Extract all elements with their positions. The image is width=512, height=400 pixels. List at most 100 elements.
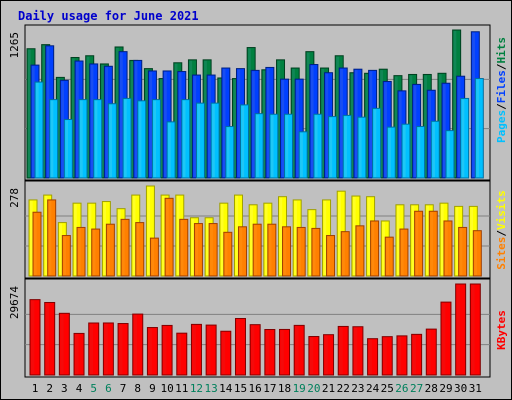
day-tick-label: 24 <box>366 382 380 395</box>
bar-highlight <box>134 61 138 177</box>
bar-sites <box>208 223 218 277</box>
bar-kbytes <box>132 313 144 376</box>
day-tick-label: 31 <box>469 382 482 395</box>
bar-sites <box>311 227 321 277</box>
bar-sites <box>120 218 130 277</box>
bar-kbytes <box>352 326 364 376</box>
bar-sites <box>414 210 424 277</box>
bar-highlight <box>149 71 153 177</box>
bar-highlight <box>476 79 479 177</box>
bar-highlight <box>344 116 347 177</box>
bar-highlight <box>145 69 149 177</box>
bar-highlight <box>369 71 373 177</box>
bar-highlight <box>383 337 387 374</box>
legend-part: Files <box>495 70 508 103</box>
bar-highlight <box>397 336 402 374</box>
day-tick-label: 21 <box>322 382 335 395</box>
bar-highlight <box>295 326 299 374</box>
bar-highlight <box>352 197 356 275</box>
bar-highlight <box>192 325 196 374</box>
bar-sites <box>149 237 159 277</box>
bar-highlight <box>281 80 285 177</box>
bar-highlight <box>306 52 310 177</box>
bar-highlight <box>59 223 63 275</box>
bar-pages <box>474 78 484 179</box>
bar-kbytes <box>176 332 188 376</box>
bar-highlight <box>441 303 446 374</box>
bar-sites <box>47 199 57 277</box>
bar-pages <box>63 119 73 179</box>
bar-sites <box>76 226 86 277</box>
bar-highlight <box>430 212 433 275</box>
bar-sites <box>384 236 394 277</box>
bar-kbytes <box>279 328 291 376</box>
bar-pages <box>195 102 205 179</box>
bar-sites <box>428 210 438 277</box>
day-tick-label: 23 <box>351 382 364 395</box>
bar-kbytes <box>381 336 393 376</box>
bar-sites <box>326 235 336 277</box>
bar-highlight <box>340 69 343 177</box>
bar-highlight <box>46 46 50 178</box>
bar-highlight <box>400 230 404 275</box>
bar-highlight <box>280 330 284 374</box>
day-tick-label: 15 <box>234 382 247 395</box>
bar-highlight <box>250 205 253 275</box>
bar-kbytes <box>102 322 114 376</box>
y-max-label: 1265 <box>8 32 21 59</box>
bar-pages <box>254 113 264 179</box>
bar-highlight <box>411 205 415 275</box>
bar-kbytes <box>190 323 202 376</box>
day-tick-label: 20 <box>307 382 320 395</box>
bar-highlight <box>76 62 79 177</box>
bar-highlight <box>221 332 226 374</box>
legend-usage: Pages/Files/Hits <box>495 37 508 143</box>
bar-highlight <box>63 236 67 275</box>
bar-highlight <box>455 207 459 275</box>
bar-sites <box>340 231 350 277</box>
bar-highlight <box>80 100 83 177</box>
bar-highlight <box>236 319 240 374</box>
bar-kbytes <box>73 332 85 376</box>
bar-highlight <box>36 83 39 177</box>
bar-highlight <box>442 84 446 177</box>
bar-highlight <box>396 205 400 275</box>
legend-part: KBytes <box>495 310 508 350</box>
day-tick-label: 4 <box>76 382 83 395</box>
bar-highlight <box>189 60 193 177</box>
bar-highlight <box>130 61 134 177</box>
bar-highlight <box>470 207 473 275</box>
bar-pages <box>342 114 352 179</box>
bar-highlight <box>104 323 108 374</box>
bar-highlight <box>256 114 259 177</box>
bar-highlight <box>220 204 224 275</box>
bar-highlight <box>314 115 318 177</box>
bar-pages <box>313 113 323 179</box>
panel-hits-files-pages: 1265 <box>8 24 491 181</box>
bar-highlight <box>195 224 199 275</box>
bar-highlight <box>136 223 140 275</box>
bar-kbytes <box>88 322 100 376</box>
bar-highlight <box>28 49 31 177</box>
bar-kbytes <box>29 299 41 376</box>
bar-sites <box>252 223 262 277</box>
bar-sites <box>296 226 306 277</box>
bar-highlight <box>107 225 111 275</box>
bar-sites <box>237 226 247 277</box>
bar-sites <box>355 225 365 277</box>
bar-highlight <box>44 196 48 275</box>
bar-highlight <box>57 78 61 177</box>
bar-highlight <box>233 79 237 177</box>
bar-highlight <box>453 31 457 177</box>
bar-highlight <box>368 339 372 374</box>
bar-pages <box>284 113 294 179</box>
bar-sites <box>399 228 409 277</box>
bar-highlight <box>151 239 155 275</box>
bar-highlight <box>226 127 230 177</box>
bar-highlight <box>354 70 358 177</box>
bar-kbytes <box>440 301 452 376</box>
bar-kbytes <box>367 338 379 376</box>
chart-panels: 1265 278 29674 <box>8 24 491 378</box>
bar-highlight <box>204 60 207 177</box>
bar-sites <box>472 230 482 277</box>
